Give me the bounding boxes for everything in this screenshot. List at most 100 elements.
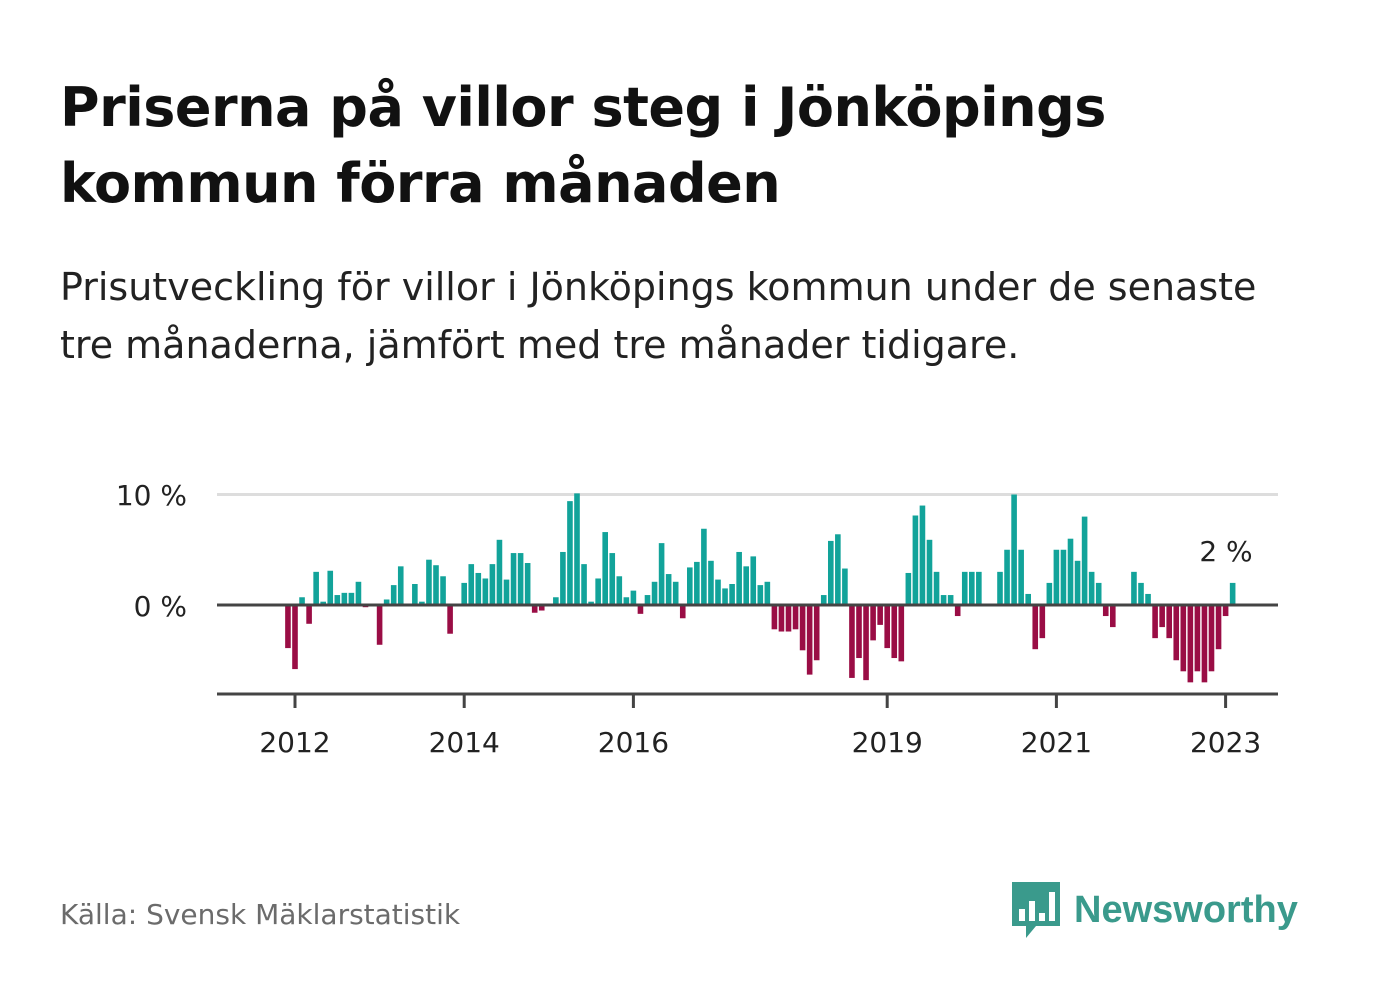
bar <box>969 571 975 605</box>
bar <box>976 571 982 605</box>
bar <box>376 605 383 645</box>
bar <box>701 528 707 605</box>
source-note: Källa: Svensk Mäklarstatistik <box>60 898 461 931</box>
bar <box>856 605 862 659</box>
bar <box>933 571 940 605</box>
bar <box>1145 593 1151 605</box>
bar <box>877 605 883 625</box>
bar <box>510 553 517 606</box>
bar <box>1088 571 1095 605</box>
bar <box>828 540 834 605</box>
last-value-label: 2 % <box>1199 535 1252 568</box>
bar <box>729 584 735 605</box>
bar <box>517 553 524 606</box>
bar <box>687 567 693 605</box>
bar <box>1004 549 1010 605</box>
bar <box>1074 560 1081 605</box>
bar <box>736 551 742 605</box>
bar <box>792 605 799 630</box>
bar <box>419 601 425 605</box>
bar <box>1102 605 1109 617</box>
bar <box>743 566 749 606</box>
bar <box>884 605 890 649</box>
bar <box>1039 605 1046 639</box>
bar <box>863 605 869 681</box>
bar <box>672 581 679 605</box>
bar <box>1187 605 1194 683</box>
bar <box>1018 549 1024 605</box>
bar <box>1201 605 1208 683</box>
bar <box>891 605 898 659</box>
chart-subtitle: Prisutveckling för villor i Jönköpings k… <box>60 265 1257 367</box>
bar <box>531 605 538 613</box>
bar <box>1138 582 1144 605</box>
bar <box>1095 582 1102 605</box>
bar <box>1025 593 1031 605</box>
bar <box>926 539 933 605</box>
bar <box>623 597 630 605</box>
newsworthy-logo: Newsworthy <box>1010 878 1298 942</box>
x-tick-label: 2023 <box>1190 726 1261 759</box>
bar <box>1173 605 1180 661</box>
bar <box>538 605 545 611</box>
bar <box>771 605 778 630</box>
bar <box>1081 516 1088 605</box>
bar <box>1215 605 1222 650</box>
bar <box>658 543 665 605</box>
x-tick-label: 2012 <box>259 726 330 759</box>
bar <box>835 534 841 605</box>
bar <box>475 572 482 606</box>
bar <box>764 581 771 605</box>
bar <box>334 595 341 605</box>
bar <box>447 605 453 634</box>
bar <box>813 605 820 661</box>
bar <box>313 571 319 605</box>
bar <box>912 515 919 605</box>
x-ticks-group: 2012 2014 2016 2019 2021 2023 <box>259 694 1261 759</box>
bar <box>947 595 954 605</box>
bar <box>630 590 637 605</box>
bar <box>355 581 362 605</box>
bar <box>299 597 305 605</box>
bar <box>637 605 644 614</box>
bar <box>1180 605 1187 672</box>
bar <box>285 605 291 649</box>
newsworthy-icon <box>1012 882 1060 938</box>
x-tick-label: 2016 <box>598 726 669 759</box>
bar <box>651 581 658 605</box>
bar <box>694 561 700 605</box>
bar <box>806 605 813 675</box>
bar <box>1222 605 1229 617</box>
bar <box>940 595 947 605</box>
bar <box>954 605 961 617</box>
bar <box>390 585 397 605</box>
bar <box>961 571 968 605</box>
chart-title: Priserna på villor steg i Jönköpings kom… <box>60 76 1106 215</box>
bar-chart: 10 % 0 % 2012 2014 2016 2019 2021 2023 2 % <box>116 479 1278 759</box>
bar <box>997 571 1003 605</box>
bar <box>708 560 714 605</box>
bar <box>750 556 757 605</box>
bar <box>820 595 827 605</box>
bar <box>292 605 298 670</box>
bar <box>1067 538 1074 605</box>
bar <box>574 493 580 605</box>
bar <box>567 501 573 605</box>
bar <box>595 578 601 605</box>
bar <box>468 564 475 606</box>
bar <box>306 605 312 624</box>
bar <box>1208 605 1215 672</box>
bar <box>715 579 721 605</box>
bar <box>1046 582 1053 605</box>
x-tick-label: 2021 <box>1021 726 1092 759</box>
bar <box>757 585 764 605</box>
bar <box>1194 605 1201 672</box>
bar <box>440 576 446 605</box>
bar <box>412 584 418 605</box>
bar <box>679 605 686 619</box>
bar <box>496 539 503 605</box>
bar <box>644 595 651 605</box>
bar <box>553 597 559 605</box>
bar <box>397 566 404 606</box>
bar <box>524 563 531 605</box>
